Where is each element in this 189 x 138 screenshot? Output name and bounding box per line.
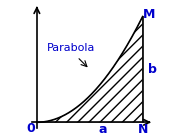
Text: a: a	[98, 123, 107, 136]
Text: b: b	[148, 63, 156, 76]
Text: Parabola: Parabola	[46, 43, 95, 53]
Text: 0: 0	[27, 122, 35, 135]
Text: M: M	[143, 8, 155, 21]
Text: N: N	[137, 123, 148, 136]
